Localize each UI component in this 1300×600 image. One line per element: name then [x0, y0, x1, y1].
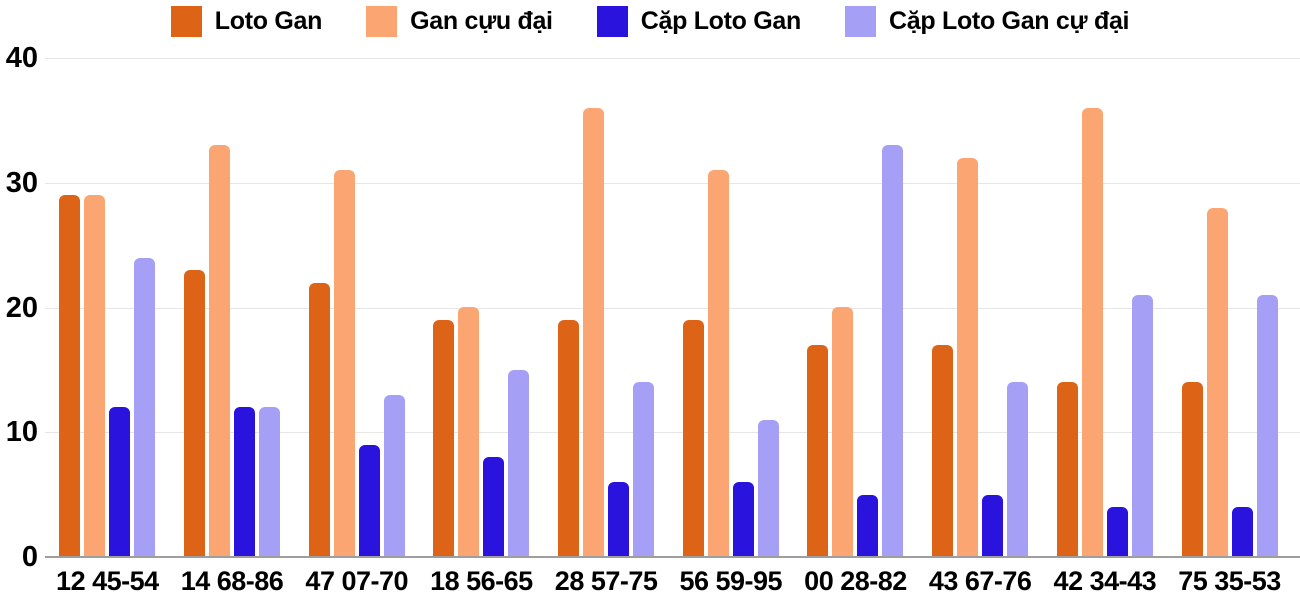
- legend-item-loto-gan: Loto Gan: [170, 6, 323, 37]
- bar-loto-gan-56-59-95[interactable]: [682, 320, 704, 557]
- gridline-y-40: [45, 58, 1300, 59]
- bar-loto-gan-42-34-43[interactable]: [1056, 382, 1078, 557]
- y-tick-label-30: 30: [5, 166, 38, 199]
- legend-label: Gan cựu đại: [410, 7, 553, 35]
- bar-loto-gan-28-57-75[interactable]: [558, 320, 580, 557]
- bar-gan-cuu-ai-75-35-53[interactable]: [1206, 208, 1228, 557]
- y-tick-label-0: 0: [21, 541, 38, 573]
- bar-gan-cuu-ai-42-34-43[interactable]: [1081, 108, 1103, 557]
- bar-cap-loto-gan-56-59-95[interactable]: [732, 482, 754, 557]
- legend-item-cap-loto-gan: Cặp Loto Gan: [596, 6, 802, 37]
- plot-bars: 12 45-54 14 68-86 47 07-70 18 56-65 28 57-75…: [45, 58, 1292, 597]
- bar-cap-loto-gan-cu-ai-28-57-75[interactable]: [633, 382, 655, 557]
- x-axis-line: [45, 556, 1300, 558]
- bar-cap-loto-gan-cu-ai-42-34-43[interactable]: [1131, 295, 1153, 557]
- gridline-y-20: [45, 307, 1300, 309]
- bar-cluster: [932, 58, 1029, 557]
- bar-loto-gan-00-28-82[interactable]: [807, 345, 829, 557]
- bar-group-00-28-82: 00 28-82: [804, 58, 907, 597]
- bar-cluster: [558, 58, 655, 557]
- legend-item-gan-cuu-ai: Gan cựu đại: [366, 6, 553, 37]
- bar-cap-loto-gan-14-68-86[interactable]: [234, 407, 256, 557]
- bar-group-28-57-75: 28 57-75: [554, 58, 658, 597]
- bar-gan-cuu-ai-12-45-54[interactable]: [84, 195, 106, 557]
- bar-gan-cuu-ai-00-28-82[interactable]: [832, 307, 854, 557]
- legend-item-cap-loto-gan-cu-ai: Cặp Loto Gan cự đại: [845, 6, 1130, 37]
- bar-cap-loto-gan-12-45-54[interactable]: [109, 407, 131, 557]
- bar-cluster: [807, 58, 904, 557]
- bar-loto-gan-43-67-76[interactable]: [932, 345, 954, 557]
- bar-cap-loto-gan-cu-ai-18-56-65[interactable]: [508, 370, 530, 557]
- bar-cluster: [184, 58, 281, 557]
- bar-gan-cuu-ai-14-68-86[interactable]: [209, 145, 231, 557]
- bar-cap-loto-gan-42-34-43[interactable]: [1106, 507, 1128, 557]
- bar-cap-loto-gan-cu-ai-43-67-76[interactable]: [1007, 382, 1029, 557]
- bar-cluster: [308, 58, 405, 557]
- bar-gan-cuu-ai-28-57-75[interactable]: [583, 108, 605, 557]
- gridline-y-10: [45, 432, 1300, 434]
- bar-gan-cuu-ai-43-67-76[interactable]: [957, 158, 979, 557]
- bar-group-75-35-53: 75 35-53: [1178, 58, 1281, 597]
- bar-group-42-34-43: 42 34-43: [1053, 58, 1157, 597]
- bar-group-12-45-54: 12 45-54: [56, 58, 159, 597]
- legend-swatch-cap-loto-gan-cu-ai: [845, 6, 876, 37]
- bar-cap-loto-gan-18-56-65[interactable]: [483, 457, 505, 557]
- bar-group-43-67-76: 43 67-76: [928, 58, 1032, 597]
- bar-loto-gan-12-45-54[interactable]: [59, 195, 81, 557]
- x-axis-label: 28 57-75: [554, 566, 658, 596]
- plot-grid: [45, 58, 1300, 558]
- bar-cap-loto-gan-00-28-82[interactable]: [857, 495, 879, 557]
- y-tick-label-20: 20: [5, 291, 38, 324]
- legend-swatch-gan-cuu-ai: [366, 6, 398, 37]
- bar-loto-gan-14-68-86[interactable]: [184, 270, 206, 557]
- x-axis-label: 18 56-65: [430, 566, 533, 596]
- bar-cap-loto-gan-43-67-76[interactable]: [982, 495, 1004, 557]
- bar-cap-loto-gan-cu-ai-12-45-54[interactable]: [134, 258, 156, 557]
- bar-cluster: [1181, 58, 1278, 557]
- bar-cluster: [1056, 58, 1153, 557]
- legend-label: Cặp Loto Gan cự đại: [889, 7, 1130, 35]
- bar-group-47-07-70: 47 07-70: [305, 58, 409, 597]
- x-axis-label: 12 45-54: [56, 566, 159, 596]
- gridline-y-30: [45, 182, 1300, 184]
- legend-label: Cặp Loto Gan: [640, 7, 802, 35]
- bar-cap-loto-gan-28-57-75[interactable]: [608, 482, 630, 557]
- x-axis-label: 14 68-86: [180, 566, 284, 596]
- y-axis: 0 10 20 30 40: [0, 43, 38, 572]
- x-axis-label: 42 34-43: [1053, 566, 1157, 596]
- bar-cap-loto-gan-cu-ai-00-28-82[interactable]: [882, 145, 904, 557]
- bar-cap-loto-gan-47-07-70[interactable]: [358, 445, 380, 557]
- bar-cap-loto-gan-cu-ai-75-35-53[interactable]: [1256, 295, 1278, 557]
- bar-cap-loto-gan-75-35-53[interactable]: [1231, 507, 1253, 557]
- bar-group-56-59-95: 56 59-95: [679, 58, 783, 597]
- x-axis-label: 56 59-95: [679, 566, 783, 596]
- bar-cap-loto-gan-cu-ai-14-68-86[interactable]: [259, 407, 281, 557]
- bar-gan-cuu-ai-47-07-70[interactable]: [333, 170, 355, 557]
- bar-cap-loto-gan-cu-ai-56-59-95[interactable]: [757, 420, 779, 557]
- y-tick-label-40: 40: [5, 42, 38, 74]
- legend-swatch-cap-loto-gan: [596, 6, 628, 37]
- bar-loto-gan-18-56-65[interactable]: [433, 320, 455, 557]
- bar-group-14-68-86: 14 68-86: [180, 58, 284, 597]
- bar-cluster: [59, 58, 156, 557]
- x-axis-label: 00 28-82: [804, 566, 907, 596]
- bar-group-18-56-65: 18 56-65: [430, 58, 533, 597]
- legend-swatch-loto-gan: [170, 6, 202, 37]
- bar-loto-gan-47-07-70[interactable]: [308, 283, 330, 557]
- bar-cap-loto-gan-cu-ai-47-07-70[interactable]: [383, 395, 405, 557]
- x-axis-label: 47 07-70: [305, 566, 409, 596]
- bar-gan-cuu-ai-56-59-95[interactable]: [707, 170, 729, 557]
- bar-gan-cuu-ai-18-56-65[interactable]: [458, 307, 480, 557]
- y-tick-label-10: 10: [5, 416, 38, 449]
- bar-cluster: [433, 58, 530, 557]
- bar-loto-gan-75-35-53[interactable]: [1181, 382, 1203, 557]
- x-axis-label: 43 67-76: [928, 566, 1032, 596]
- x-axis-label: 75 35-53: [1178, 566, 1281, 596]
- bar-cluster: [682, 58, 779, 557]
- legend-label: Loto Gan: [214, 7, 323, 35]
- chart-legend: Loto Gan Gan cựu đại Cặp Loto Gan Cặp Loto …: [0, 6, 1300, 37]
